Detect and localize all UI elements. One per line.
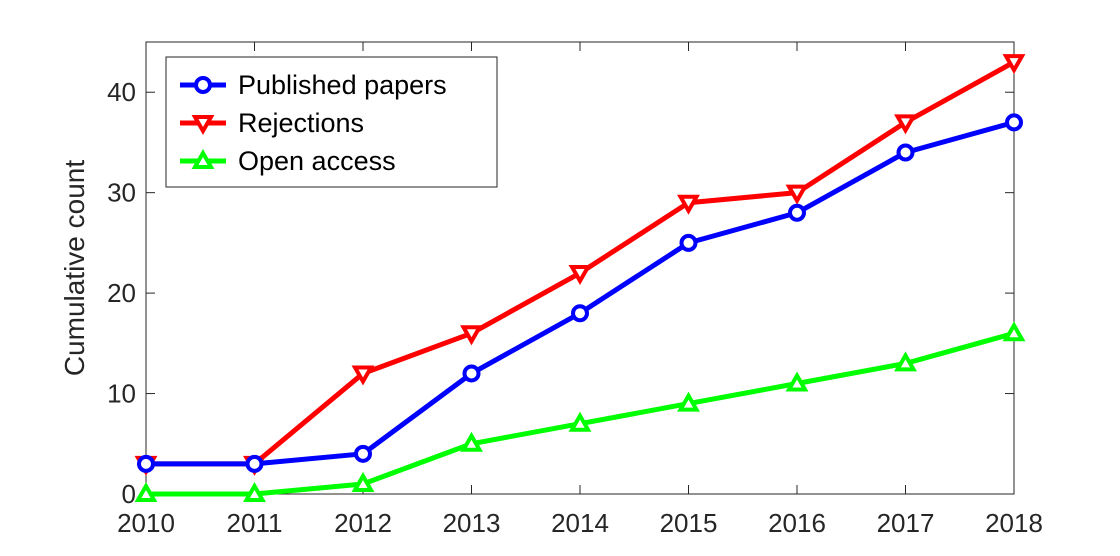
data-point [679, 233, 698, 252]
data-point [785, 371, 809, 392]
legend: Published papers Rejections Open access [165, 56, 498, 188]
axes: 0 10 20 30 40 2010 2011 2012 2013 2014 2015 2016 201… [59, 41, 1043, 538]
legend-marker [194, 76, 212, 94]
legend-label: Open access [238, 146, 396, 176]
x-tick-label: 2015 [660, 508, 718, 538]
x-tick-label: 2010 [117, 508, 175, 538]
data-point [351, 471, 375, 492]
data-point [354, 444, 372, 463]
y-tick-label: 40 [107, 77, 136, 107]
legend-entry: Published papers [180, 70, 447, 100]
legend-marker [191, 115, 215, 136]
data-point [894, 351, 917, 372]
data-point [134, 481, 158, 502]
x-tick-label: 2011 [227, 508, 283, 538]
legend-entry: Open access [180, 146, 396, 176]
x-tick-label: 2016 [768, 508, 826, 538]
data-point [568, 265, 592, 286]
data-point [1005, 113, 1023, 132]
series-published-papers [137, 113, 1023, 473]
data-point [571, 304, 589, 323]
data-point [677, 391, 700, 412]
data-point [896, 143, 915, 162]
series-layer [134, 54, 1026, 502]
y-tick-label: 20 [107, 278, 136, 308]
x-tick-label: 2013 [443, 508, 501, 538]
legend-marker [191, 148, 215, 169]
data-point [677, 194, 700, 215]
data-point [243, 481, 266, 502]
y-axis-title: Cumulative count [59, 160, 90, 377]
y-tick-label: 10 [107, 379, 136, 409]
data-point [788, 203, 806, 222]
data-point [137, 454, 155, 473]
data-point [1002, 321, 1026, 342]
x-tick-label: 2014 [551, 508, 609, 538]
legend-entry: Rejections [180, 108, 364, 138]
data-point [1002, 54, 1026, 75]
x-tick-label: 2018 [985, 508, 1043, 538]
data-point [568, 411, 592, 432]
data-point [460, 325, 483, 346]
data-point [351, 365, 375, 386]
data-point [894, 114, 917, 135]
legend-label: Published papers [238, 70, 447, 100]
data-point [785, 184, 809, 205]
data-point [462, 364, 481, 383]
y-tick-label: 0 [122, 479, 136, 509]
y-tick-label: 30 [107, 178, 136, 208]
data-point [245, 454, 264, 473]
x-tick-label: 2012 [334, 508, 392, 538]
x-tick-label: 2017 [877, 508, 935, 538]
legend-label: Rejections [238, 108, 364, 138]
data-point [460, 431, 483, 452]
series-open-access [134, 321, 1026, 502]
